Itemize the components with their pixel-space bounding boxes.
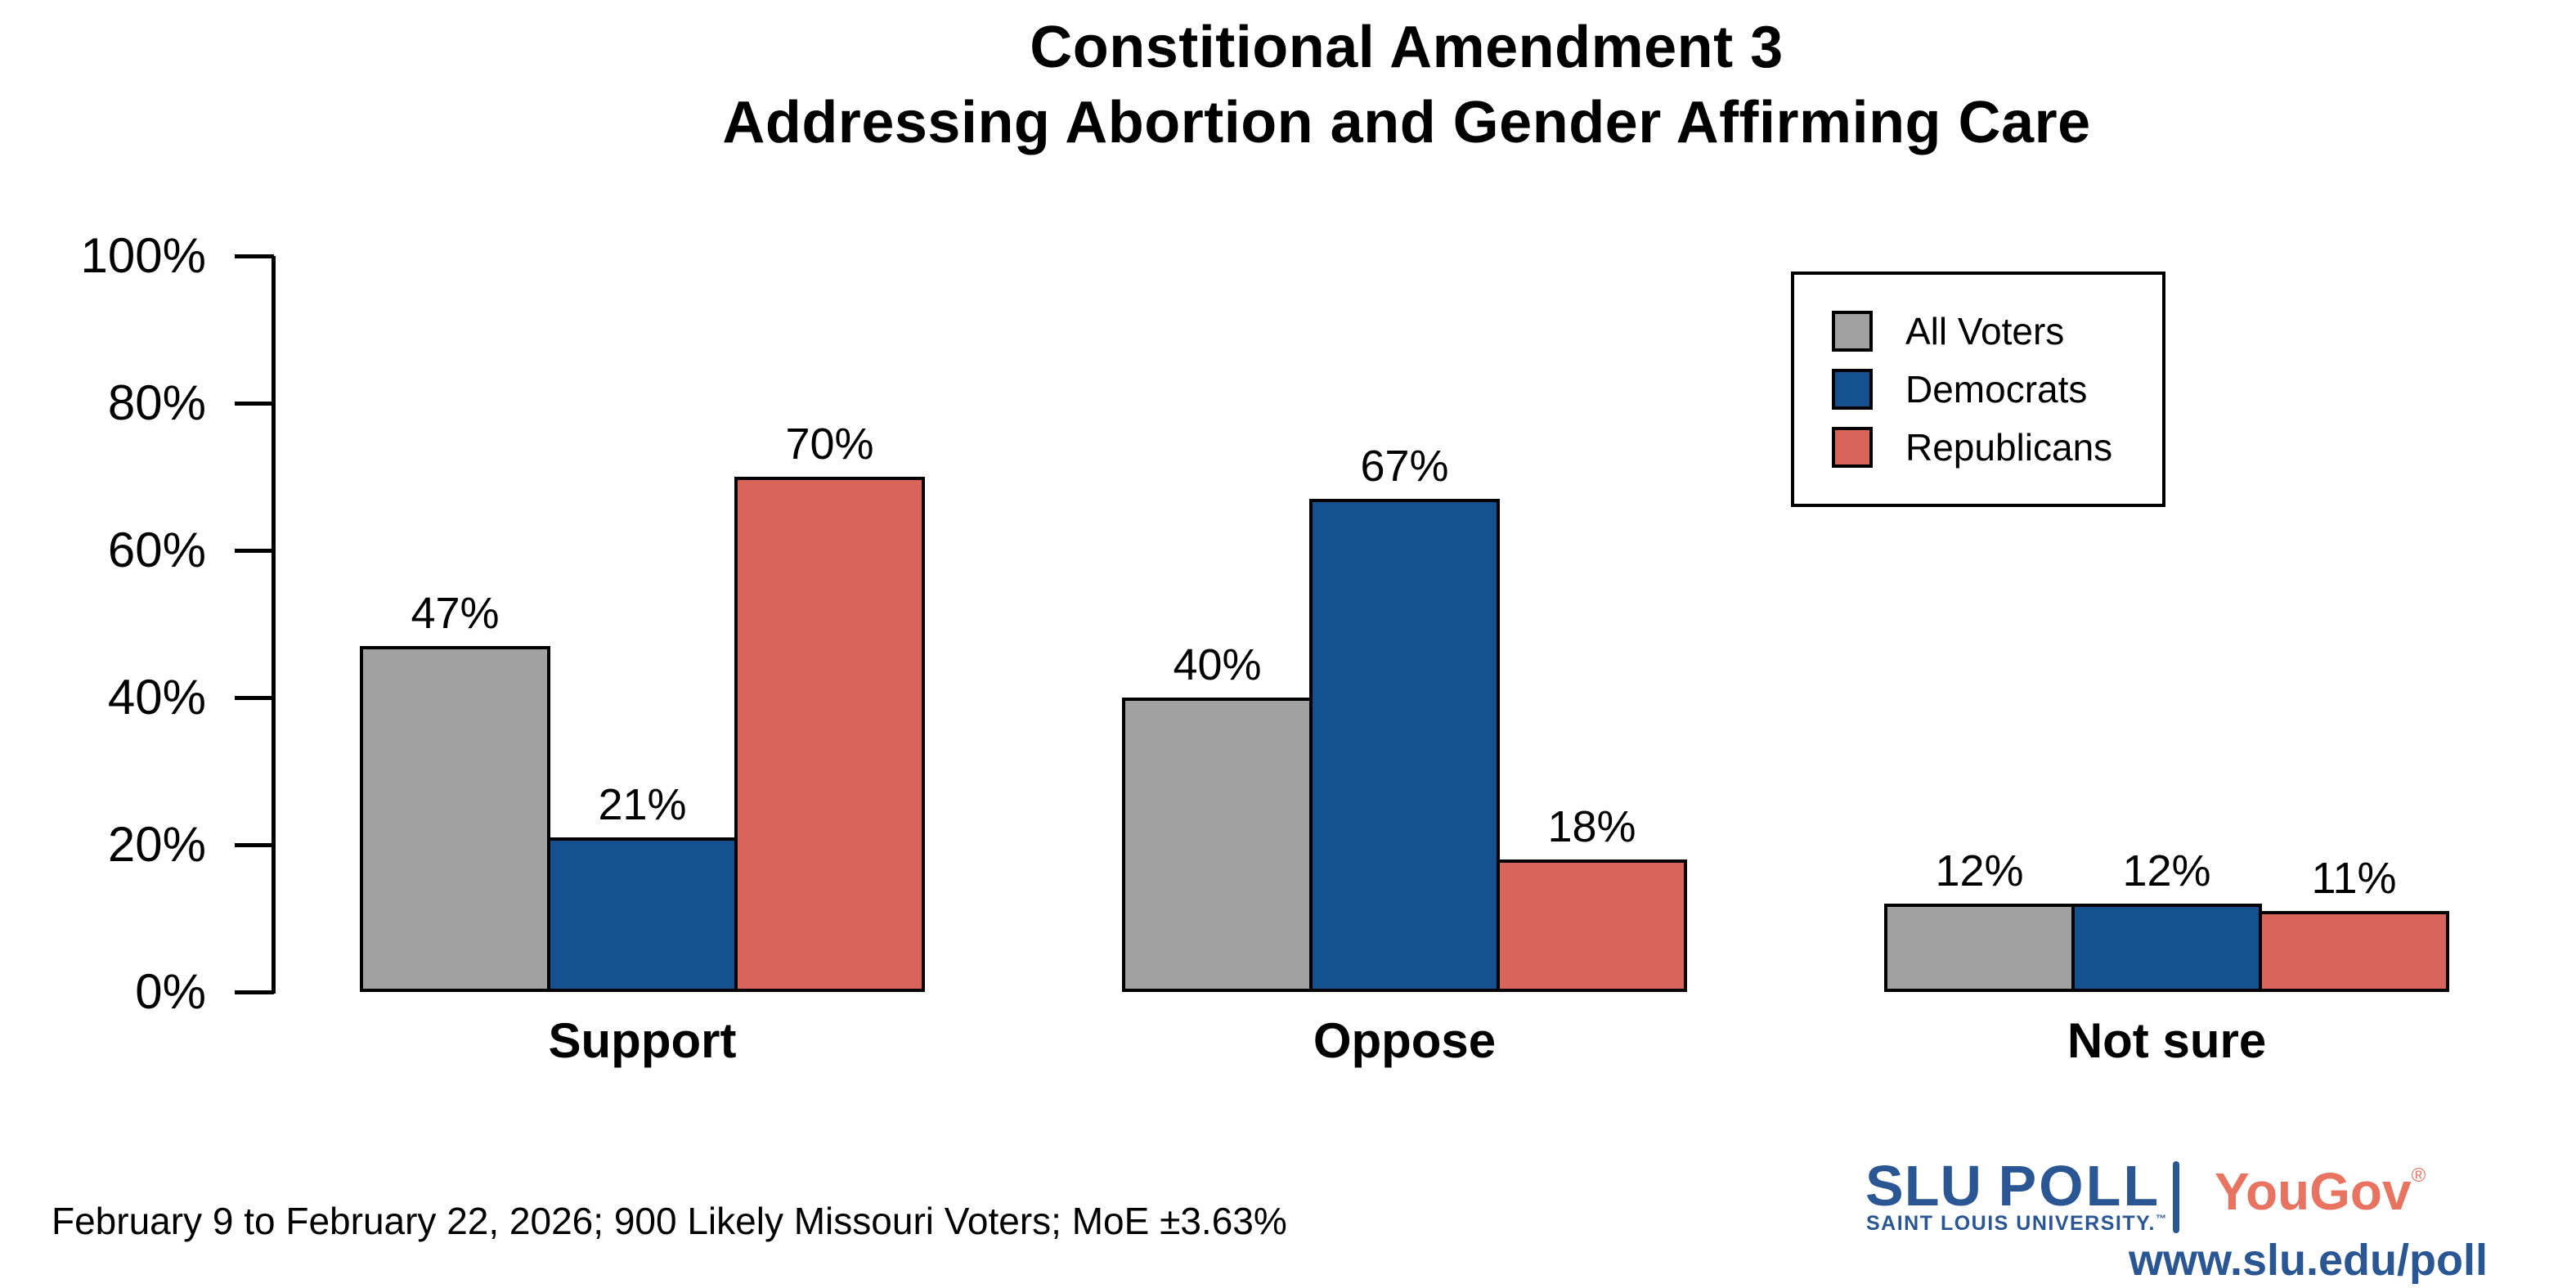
legend-swatch-democrats: [1832, 369, 1873, 410]
legend-item-republicans: Republicans: [1832, 425, 2162, 469]
bar-democrats-oppose: [1309, 499, 1500, 992]
bar-value-label: 12%: [2122, 846, 2211, 895]
bar-all-voters-not-sure: [1884, 904, 2075, 992]
category-label-not-sure: Not sure: [2067, 1013, 2267, 1068]
bar-value-label: 21%: [598, 780, 687, 829]
bar-value-label: 12%: [1935, 846, 2024, 895]
bar-all-voters-oppose: [1122, 698, 1313, 992]
legend-label: All Voters: [1905, 310, 2065, 352]
bar-value-label: 18%: [1547, 802, 1636, 851]
legend-label: Republicans: [1905, 426, 2113, 469]
trademark-mark: ™: [2155, 1212, 2168, 1225]
bar-republicans-oppose: [1497, 859, 1687, 992]
bar-democrats-support: [547, 837, 738, 992]
y-axis-tick: [235, 990, 274, 994]
y-axis-tick-label: 60%: [107, 523, 206, 577]
legend-label: Democrats: [1905, 368, 2088, 411]
chart-title: Constitional Amendment 3 Addressing Abor…: [245, 10, 2568, 160]
university-label: SAINT LOUIS UNIVERSITY.: [1866, 1212, 2156, 1235]
bar-value-label: 70%: [785, 420, 874, 469]
registered-mark: ®: [2411, 1165, 2426, 1187]
category-label-oppose: Oppose: [1313, 1013, 1497, 1068]
bar-all-voters-support: [360, 646, 550, 992]
legend-item-all-voters: All Voters: [1832, 309, 2162, 353]
legend-swatch-all-voters: [1832, 311, 1873, 352]
y-axis-tick: [235, 696, 274, 700]
category-label-support: Support: [548, 1013, 737, 1068]
chart-title-line1: Constitional Amendment 3: [1030, 15, 1784, 80]
y-axis-tick: [235, 402, 274, 406]
chart-title-line2: Addressing Abortion and Gender Affirming…: [722, 90, 2091, 155]
bar-value-label: 67%: [1360, 442, 1449, 491]
y-axis-tick-label: 20%: [107, 817, 206, 872]
y-axis-line: [272, 256, 276, 994]
bar-democrats-not-sure: [2071, 904, 2262, 992]
saint-louis-university-text: SAINT LOUIS UNIVERSITY.™: [1866, 1212, 2167, 1236]
legend: All Voters Democrats Republicans: [1791, 272, 2165, 507]
bar-value-label: 11%: [2311, 854, 2397, 903]
legend-swatch-republicans: [1832, 427, 1873, 468]
slu-poll-logo: SLU POLL: [1865, 1156, 2161, 1215]
logo-divider-bar: [2173, 1161, 2179, 1233]
slu-logo-text: SLU: [1865, 1154, 1982, 1218]
y-axis-tick: [235, 843, 274, 847]
bar-republicans-support: [734, 477, 925, 992]
yougov-logo-text: YouGov: [2215, 1162, 2412, 1221]
bar-republicans-not-sure: [2259, 911, 2449, 992]
bar-value-label: 47%: [411, 589, 500, 638]
y-axis-tick-label: 100%: [80, 228, 206, 283]
poll-logo-text: POLL: [1998, 1154, 2161, 1218]
y-axis-tick: [235, 254, 274, 258]
y-axis-tick-label: 80%: [107, 375, 206, 430]
y-axis-tick-label: 0%: [135, 964, 206, 1019]
y-axis-tick-label: 40%: [107, 670, 206, 725]
y-axis-tick: [235, 549, 274, 553]
bar-value-label: 40%: [1173, 640, 1262, 689]
yougov-logo: YouGov®: [2215, 1161, 2426, 1222]
legend-item-democrats: Democrats: [1832, 367, 2162, 411]
survey-caption: February 9 to February 22, 2026; 900 Lik…: [52, 1200, 1287, 1242]
slu-poll-url: www.slu.edu/poll: [2128, 1236, 2488, 1285]
